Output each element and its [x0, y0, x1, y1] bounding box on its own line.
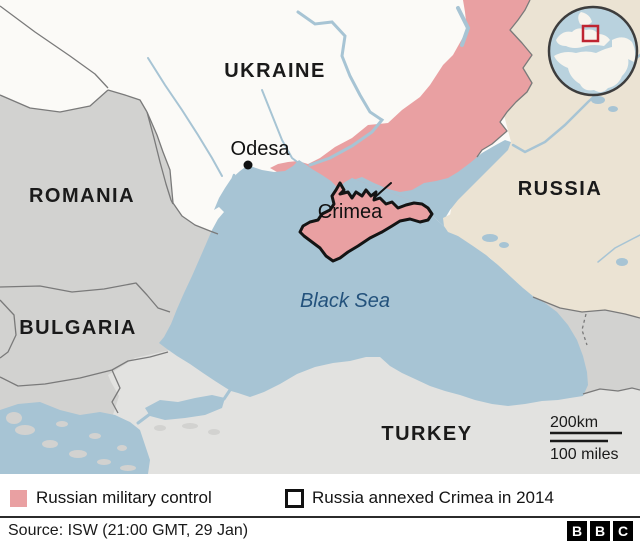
label-turkey: TURKEY	[381, 423, 472, 445]
border-ukraine-moldova-n	[107, 89, 148, 113]
outline-swatch	[285, 488, 304, 508]
label-russia: RUSSIA	[518, 178, 603, 200]
locator-highlight	[581, 24, 600, 43]
label-black-sea: Black Sea	[300, 290, 390, 312]
country-borders	[0, 0, 640, 414]
border-greece-bulgaria	[0, 369, 113, 387]
taman-peninsula	[443, 212, 468, 236]
border-bulgaria-turkey	[111, 351, 169, 371]
border-serbia-bulgaria	[0, 299, 17, 359]
border-greece-turkey	[111, 369, 121, 414]
dnieper-river	[296, 10, 385, 167]
label-bulgaria: BULGARIA	[19, 317, 137, 339]
bosphorus-strait	[222, 388, 232, 401]
border-russia-georgia	[532, 296, 640, 319]
border-georgia-turkey	[582, 387, 640, 395]
sea-of-marmara	[145, 395, 225, 420]
locator-globe-icon	[547, 5, 639, 97]
footer-panel: Russian military control Russia annexed …	[0, 474, 640, 549]
dardanelles-strait	[136, 412, 152, 425]
legend-item-control: Russian military control	[10, 488, 212, 508]
label-odesa: Odesa	[231, 138, 291, 160]
scale-miles-label: 100 miles	[550, 446, 618, 463]
dniester-river	[147, 57, 223, 177]
border-romania-bulgaria	[0, 282, 171, 313]
source-text: Source: ISW (21:00 GMT, 29 Jan)	[8, 522, 249, 539]
border-ukraine-moldova-e	[146, 111, 174, 204]
legend-control-label: Russian military control	[36, 488, 212, 507]
lakes	[482, 96, 628, 266]
aegean-sea	[0, 402, 150, 474]
legend-annexed-label: Russia annexed Crimea in 2014	[312, 488, 554, 507]
label-crimea: Crimea	[318, 201, 383, 223]
odesa-marker	[243, 160, 253, 170]
bug-river	[261, 89, 301, 165]
straits	[136, 388, 232, 425]
bbc-logo-letter: B	[567, 521, 587, 541]
scale-km-label: 200km	[550, 414, 598, 431]
border-romania-moldova	[146, 111, 174, 205]
scale-bar: 200km 100 miles	[550, 414, 622, 463]
map-canvas: UKRAINE RUSSIA ROMANIA BULGARIA TURKEY B…	[0, 0, 640, 474]
bbc-logo-letter: C	[613, 521, 633, 541]
bbc-logo-letter: B	[590, 521, 610, 541]
footer-divider	[0, 516, 640, 518]
bbc-logo: B B C	[567, 521, 633, 541]
aegean-islands	[6, 412, 220, 471]
arabat-spit	[373, 182, 392, 199]
border-gray-top	[0, 89, 109, 113]
border-romania-ukraine-s	[172, 202, 219, 235]
label-ukraine: UKRAINE	[224, 60, 326, 82]
reservoir	[456, 6, 471, 47]
crimea-region	[298, 181, 434, 263]
limans	[226, 171, 243, 194]
legend-item-annexed: Russia annexed Crimea in 2014	[285, 488, 554, 508]
border-ukraine-russia	[476, 0, 533, 158]
black-sea	[159, 160, 588, 406]
sea-of-azov	[350, 140, 511, 229]
border-ukraine-northwest	[0, 5, 109, 89]
kuban-river	[597, 234, 640, 263]
pink-swatch	[10, 489, 27, 507]
label-romania: ROMANIA	[29, 185, 135, 207]
